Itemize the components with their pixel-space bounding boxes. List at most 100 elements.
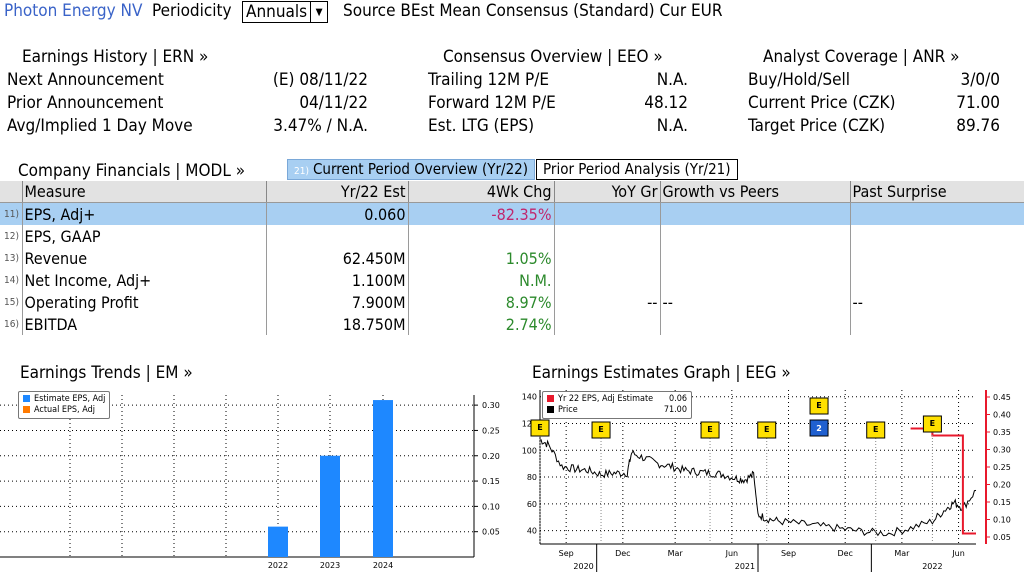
earnings-trends-title[interactable]: Earnings Trends | EM » <box>20 363 193 383</box>
legend-value: 0.06 <box>668 394 687 404</box>
y-tick-label: 0.05 <box>482 528 500 537</box>
legend-label: Actual EPS, Adj <box>34 405 95 415</box>
estimate-line <box>910 427 976 535</box>
estimate-axis-label: 0.15 <box>993 498 1011 507</box>
tab-label: Current Period Overview (Yr/22) <box>312 160 529 178</box>
table-row[interactable]: 13) Revenue 62.450M 1.05% <box>0 247 1024 269</box>
avg-move-label: Avg/Implied 1 Day Move <box>7 116 193 136</box>
avg-move-value: 3.47% / N.A. <box>273 116 368 136</box>
past-surprise-cell <box>850 247 1024 269</box>
past-surprise-cell <box>850 313 1024 335</box>
earnings-marker-icon <box>700 421 720 439</box>
legend-swatch-actual <box>23 406 30 413</box>
legend-item-actual: Actual EPS, Adj <box>23 405 105 416</box>
security-name[interactable]: Photon Energy NV <box>4 1 143 21</box>
change-cell: -82.35% <box>408 202 555 225</box>
estimate-axis-label: 0.05 <box>993 533 1011 542</box>
table-header-row: Measure Yr/22 Est 4Wk Chg YoY Gr Growth … <box>0 181 1024 203</box>
price-axis-label: 120 <box>522 419 537 428</box>
y-tick-label: 0.25 <box>482 426 500 435</box>
change-cell: N.M. <box>408 269 555 291</box>
trailing-pe-label: Trailing 12M P/E <box>428 70 550 90</box>
prior-announcement-value: 04/11/22 <box>299 93 368 113</box>
change-cell: 1.05% <box>408 247 555 269</box>
current-price-value: 71.00 <box>956 93 1000 113</box>
bar-estimate-2024 <box>373 400 393 557</box>
legend-item-estimate: Estimate EPS, Adj <box>23 394 105 405</box>
table-row[interactable]: 16) EBITDA 18.750M 2.74% <box>0 313 1024 335</box>
column-header-growth-peers[interactable]: Growth vs Peers <box>660 181 851 203</box>
year-label: 2020 <box>573 562 593 571</box>
legend-value: 71.00 <box>663 405 687 415</box>
legend-swatch-estimate <box>23 395 30 402</box>
earnings-marker-icon <box>866 421 886 439</box>
earnings-history-title[interactable]: Earnings History | ERN » <box>22 47 209 67</box>
source-text: Source BEst Mean Consensus (Standard) Cu… <box>343 1 723 21</box>
yoy-cell <box>554 202 661 225</box>
analyst-coverage-title[interactable]: Analyst Coverage | ANR » <box>763 47 960 67</box>
measure-cell: Net Income, Adj+ <box>21 269 267 291</box>
earnings-estimates-chart[interactable]: 40 60 80 100 120 140 Sep Dec Mar Jun Sep Dec Mar Jun 2… <box>520 386 1024 574</box>
growth-peers-cell <box>660 313 851 335</box>
x-tick-label: 2023 <box>320 561 340 570</box>
column-header-estimate[interactable]: Yr/22 Est <box>266 181 409 203</box>
current-price-label: Current Price (CZK) <box>748 93 896 113</box>
earnings-trends-chart[interactable]: 0.05 0.10 0.15 0.20 0.25 0.30 2022 2023 2024 Est… <box>0 389 510 574</box>
legend-label: Yr 22 EPS, Adj Estimate <box>558 394 654 404</box>
marker-letter: E <box>598 425 603 434</box>
column-header-4wk-chg[interactable]: 4Wk Chg <box>408 181 555 203</box>
chevron-down-icon[interactable]: ▼ <box>310 2 327 22</box>
est-ltg-value: N.A. <box>656 116 688 136</box>
financials-table: Measure Yr/22 Est 4Wk Chg YoY Gr Growth … <box>0 181 1024 335</box>
forward-pe-label: Forward 12M P/E <box>428 93 556 113</box>
measure-cell: Revenue <box>21 247 267 269</box>
x-tick-label: Mar <box>668 549 684 558</box>
bar-estimate-2023 <box>320 455 340 557</box>
estimate-cell: 7.900M <box>266 291 409 313</box>
estimate-axis-label: 0.45 <box>993 393 1011 402</box>
growth-peers-cell: -- <box>660 291 851 313</box>
earnings-marker-icon <box>922 415 942 433</box>
column-header-yoy[interactable]: YoY Gr <box>554 181 661 203</box>
marker-letter: E <box>816 401 821 410</box>
y-tick-label: 0.20 <box>482 452 500 461</box>
table-row[interactable]: 11) EPS, Adj+ 0.060 -82.35% <box>0 202 1024 225</box>
past-surprise-cell: -- <box>850 291 1024 313</box>
measure-cell: EPS, Adj+ <box>21 202 267 225</box>
growth-peers-cell <box>660 269 851 291</box>
change-cell: 2.74% <box>408 313 555 335</box>
price-axis-label: 100 <box>522 446 537 455</box>
tab-prior-period[interactable]: Prior Period Analysis (Yr/21) <box>536 159 738 180</box>
row-index: 16) <box>4 318 19 330</box>
table-row[interactable]: 12) EPS, GAAP <box>0 225 1024 247</box>
legend-item-price: Price 71.00 <box>547 405 687 416</box>
price-axis-label: 40 <box>527 527 537 536</box>
prior-announcement-label: Prior Announcement <box>7 93 164 113</box>
price-axis-label: 60 <box>527 500 537 509</box>
est-ltg-label: Est. LTG (EPS) <box>428 116 535 136</box>
column-header-measure[interactable]: Measure <box>22 181 267 203</box>
earnings-estimates-title[interactable]: Earnings Estimates Graph | EEG » <box>532 363 791 383</box>
measure-cell: EPS, GAAP <box>21 225 267 247</box>
measure-cell: Operating Profit <box>21 291 267 313</box>
legend-label: Price <box>558 405 578 415</box>
table-row[interactable]: 15) Operating Profit 7.900M 8.97% -- -- -- <box>0 291 1024 313</box>
price-axis-label: 80 <box>527 473 537 482</box>
company-financials-title[interactable]: Company Financials | MODL » <box>18 161 246 181</box>
tab-current-period[interactable]: 21) Current Period Overview (Yr/22) <box>287 159 536 180</box>
column-header-past-surprise[interactable]: Past Surprise <box>850 181 1024 203</box>
index-header <box>0 181 23 203</box>
x-tick-label: 2022 <box>268 561 288 570</box>
earnings-trends-legend: Estimate EPS, Adj Actual EPS, Adj <box>18 391 111 419</box>
periodicity-dropdown[interactable]: Annuals ▼ <box>242 1 329 23</box>
estimate-axis-label: 0.25 <box>993 463 1011 472</box>
forward-pe-value: 48.12 <box>644 93 688 113</box>
estimate-cell: 1.100M <box>266 269 409 291</box>
legend-label: Estimate EPS, Adj <box>34 394 106 404</box>
yoy-cell <box>554 313 661 335</box>
consensus-overview-title[interactable]: Consensus Overview | EEO » <box>443 47 663 67</box>
estimate-cell: 62.450M <box>266 247 409 269</box>
table-row[interactable]: 14) Net Income, Adj+ 1.100M N.M. <box>0 269 1024 291</box>
estimate-axis-label: 0.35 <box>993 428 1011 437</box>
earnings-trends-svg: 0.05 0.10 0.15 0.20 0.25 0.30 2022 2023 2024 <box>0 395 500 570</box>
